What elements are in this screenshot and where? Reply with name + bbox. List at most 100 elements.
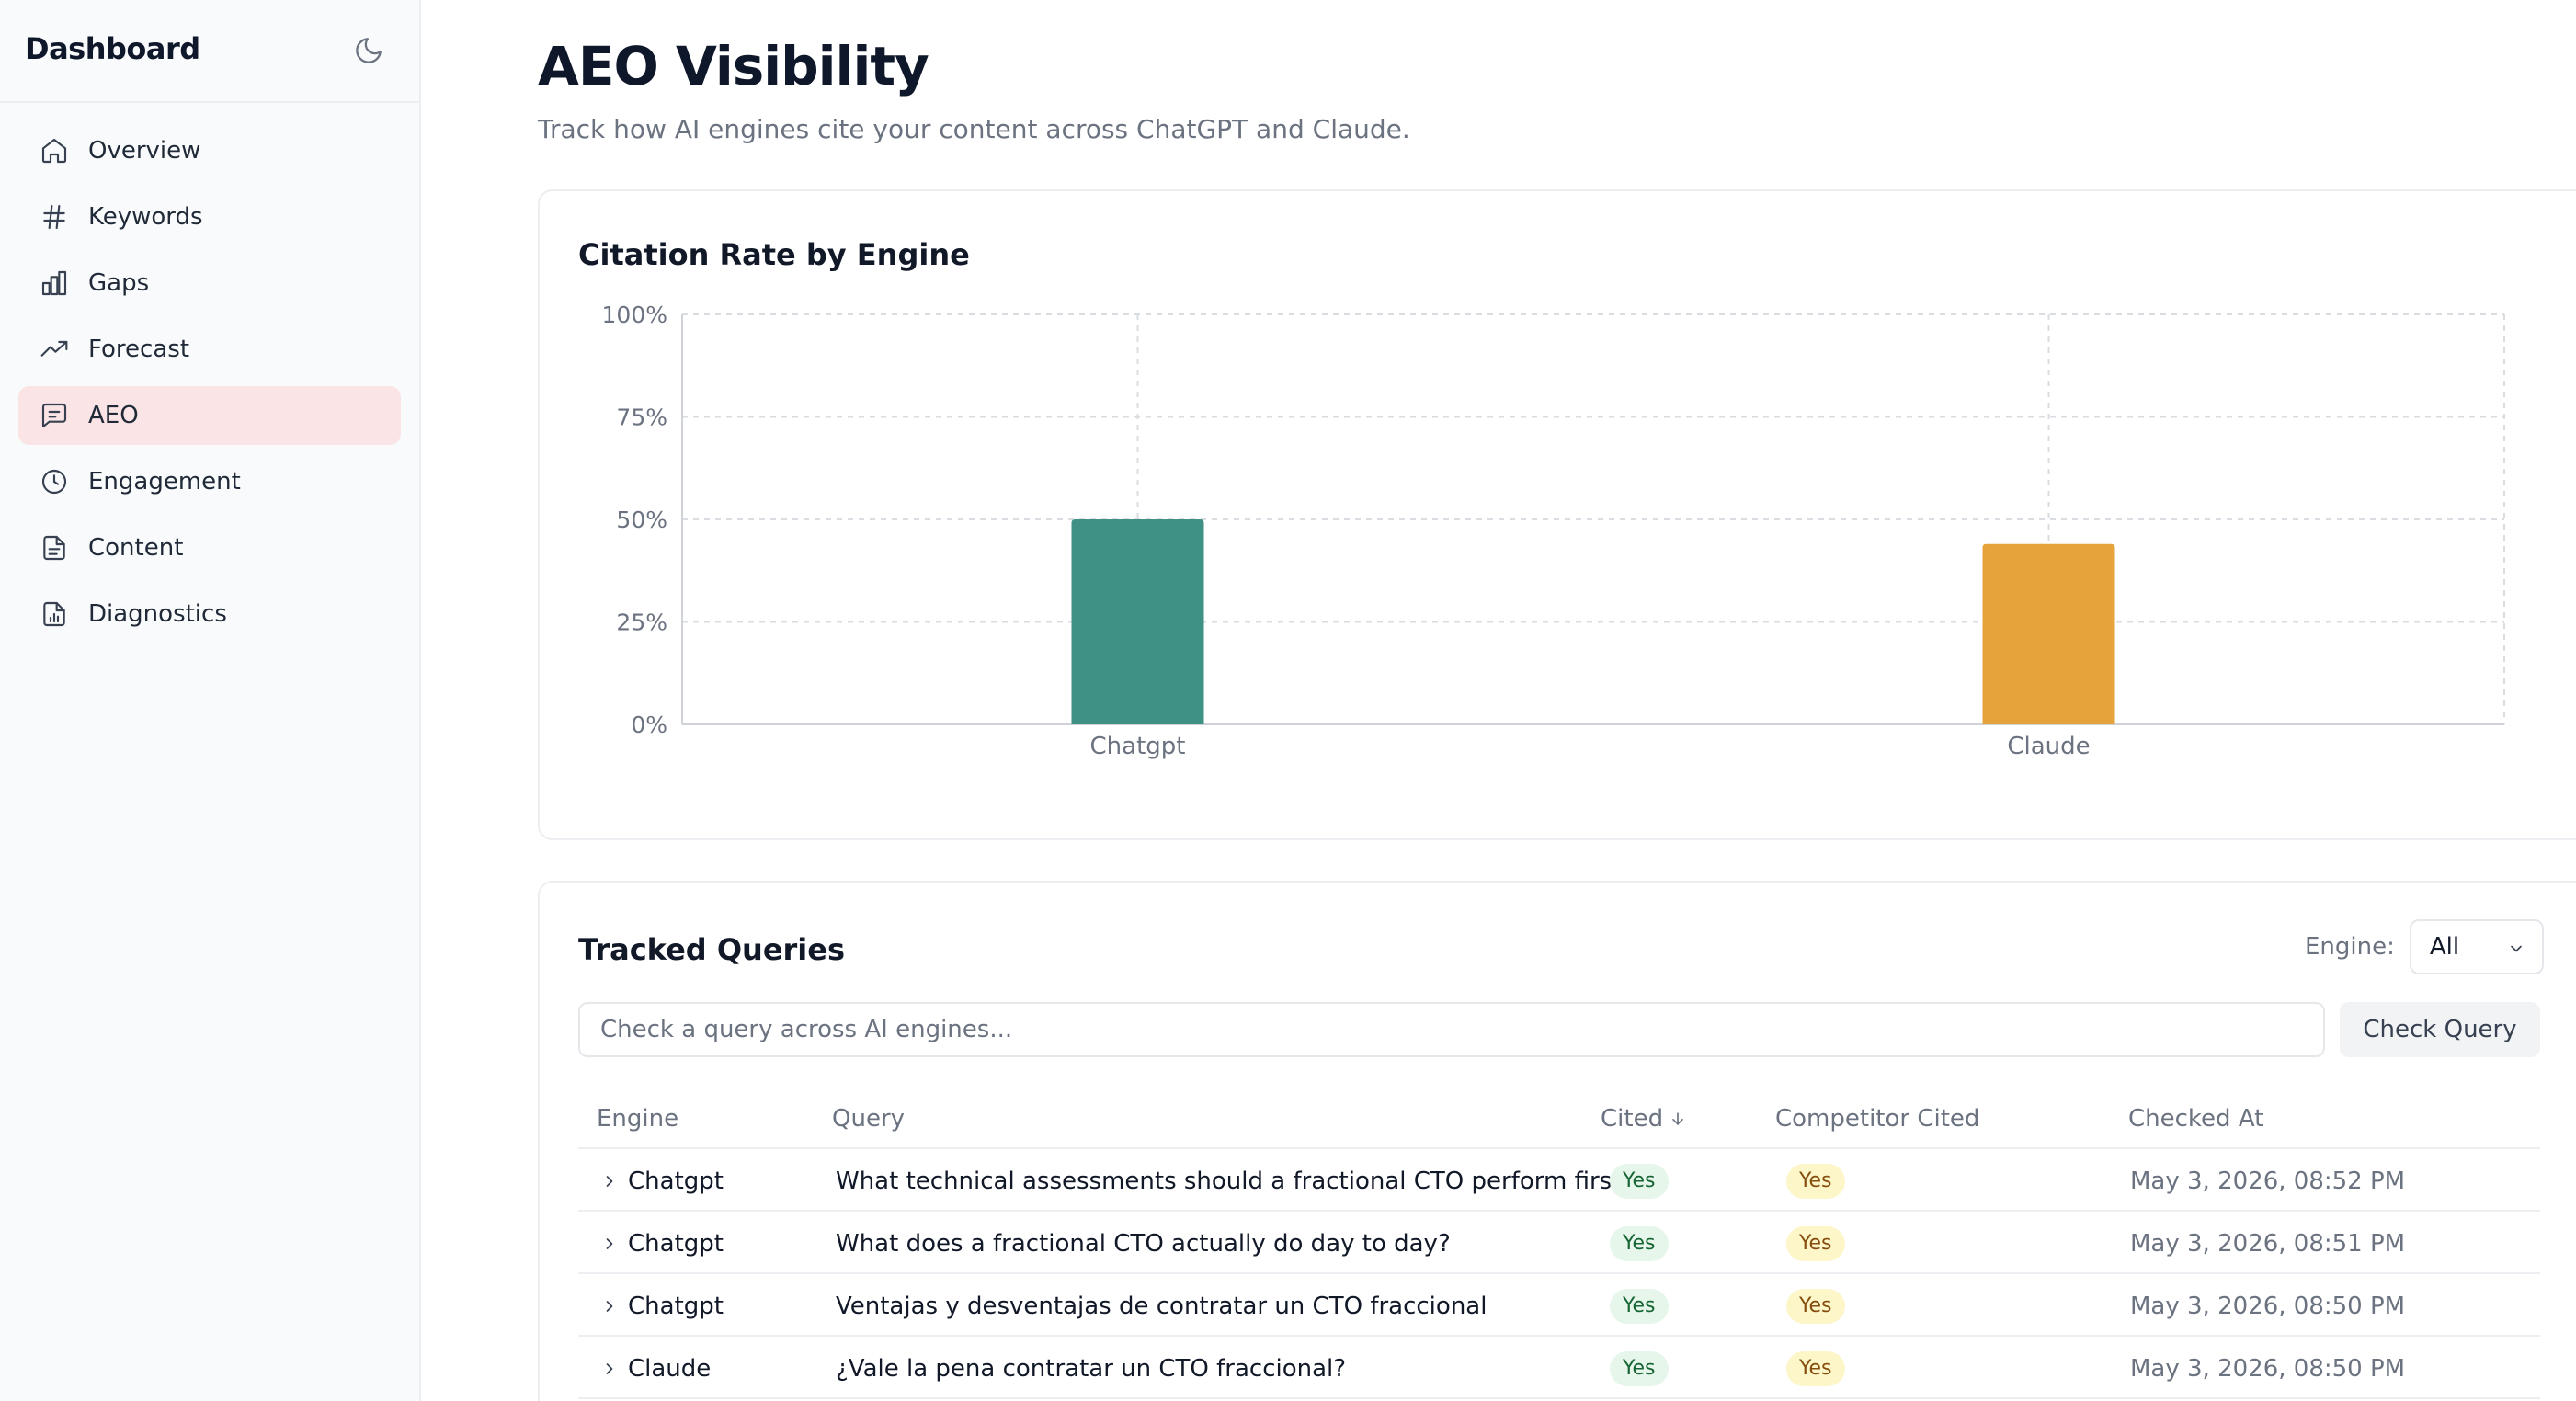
message-square-icon: [39, 400, 70, 431]
row-checked-at: May 3, 2026, 08:51 PM: [2130, 1230, 2406, 1258]
x-tick-label: Claude: [2007, 733, 2090, 760]
sidebar-item-aeo[interactable]: AEO: [18, 386, 401, 445]
y-tick-label: 25%: [616, 609, 667, 636]
sidebar-item-forecast[interactable]: Forecast: [18, 320, 401, 379]
row-checked-at: May 3, 2026, 08:50 PM: [2130, 1355, 2406, 1383]
file-chart-icon: [39, 598, 70, 630]
column-header-checked-at[interactable]: Checked At: [2128, 1105, 2264, 1133]
chevron-down-icon: [2511, 945, 2522, 952]
x-tick-label: Chatgpt: [1090, 733, 1186, 760]
chevron-right-icon[interactable]: [600, 1294, 619, 1322]
sidebar-item-keywords[interactable]: Keywords: [18, 188, 401, 246]
cited-badge-cell: Yes: [1610, 1164, 1669, 1199]
sidebar-item-label: Keywords: [88, 203, 203, 231]
check-query-button[interactable]: Check Query: [2340, 1002, 2540, 1057]
bar-claude: [1982, 543, 2115, 724]
row-query: ¿Vale la pena contratar un CTO fracciona…: [836, 1355, 1347, 1383]
sidebar-item-overview[interactable]: Overview: [18, 121, 401, 180]
app-title: Dashboard: [25, 31, 200, 66]
column-header-engine[interactable]: Engine: [597, 1105, 679, 1133]
row-query: What does a fractional CTO actually do d…: [836, 1230, 1451, 1258]
row-checked-at: May 3, 2026, 08:52 PM: [2130, 1168, 2406, 1195]
citation-rate-card: Citation Rate by Engine 0% 25% 50% 75% 100% C…: [538, 189, 2576, 840]
competitor-cited-badge: Yes: [1786, 1289, 1845, 1324]
table-header: Engine Query Cited Competitor Cited Chec…: [578, 1087, 2540, 1149]
cited-badge-cell: Yes: [1610, 1226, 1669, 1261]
table-row[interactable]: Claude ¿Vale la pena contratar un CTO fra…: [578, 1337, 2540, 1399]
column-header-cited[interactable]: Cited: [1601, 1105, 1687, 1133]
table-row[interactable]: Chatgpt What does a fractional CTO actual…: [578, 1212, 2540, 1274]
sidebar-item-label: Engagement: [88, 468, 241, 495]
competitor-badge-cell: Yes: [1786, 1226, 1845, 1261]
engine-filter: Engine: All: [2305, 919, 2544, 974]
citation-rate-chart: 0% 25% 50% 75% 100% Chatgpt Claude: [602, 302, 2505, 760]
file-text-icon: [39, 532, 70, 564]
tracked-queries-card: Tracked Queries Engine: All Check Query …: [538, 881, 2576, 1401]
hash-icon: [39, 201, 70, 233]
sidebar-item-label: Overview: [88, 137, 201, 165]
sidebar-item-label: AEO: [88, 402, 139, 429]
sidebar-item-label: Gaps: [88, 269, 150, 297]
table-row[interactable]: Chatgpt What technical assessments should…: [578, 1149, 2540, 1212]
query-search-input[interactable]: [578, 1002, 2325, 1057]
sidebar-header: Dashboard: [0, 0, 419, 103]
row-engine: Claude: [628, 1355, 712, 1383]
y-tick-label: 75%: [616, 404, 667, 431]
table-row[interactable]: Chatgpt Ventajas y desventajas de contrat…: [578, 1274, 2540, 1337]
competitor-cited-badge: Yes: [1786, 1164, 1845, 1199]
chevron-right-icon[interactable]: [600, 1357, 619, 1384]
page-title: AEO Visibility: [538, 35, 929, 97]
competitor-cited-badge: Yes: [1786, 1351, 1845, 1386]
row-query: Ventajas y desventajas de contratar un C…: [836, 1293, 1487, 1320]
queries-table: Engine Query Cited Competitor Cited Chec…: [578, 1087, 2540, 1399]
y-tick-label: 50%: [616, 507, 667, 533]
chevron-right-icon[interactable]: [600, 1169, 619, 1197]
cited-badge-cell: Yes: [1610, 1351, 1669, 1386]
cited-badge: Yes: [1610, 1289, 1669, 1324]
sidebar-item-label: Forecast: [88, 336, 190, 363]
sidebar-item-label: Content: [88, 534, 184, 562]
bar-chatgpt: [1071, 519, 1204, 724]
sidebar-nav: Overview Keywords Gaps Forecast AEO Enga…: [18, 121, 401, 651]
moon-icon: [356, 38, 382, 63]
engine-select[interactable]: All: [2409, 919, 2544, 974]
y-tick-label: 100%: [602, 302, 667, 328]
sidebar-item-engagement[interactable]: Engagement: [18, 452, 401, 511]
competitor-cited-badge: Yes: [1786, 1226, 1845, 1261]
y-tick-label: 0%: [631, 712, 667, 738]
column-header-query[interactable]: Query: [832, 1105, 906, 1133]
sidebar-item-content[interactable]: Content: [18, 518, 401, 577]
chart-title: Citation Rate by Engine: [578, 237, 970, 272]
theme-toggle-button[interactable]: [349, 31, 388, 70]
home-icon: [39, 135, 70, 166]
sidebar-item-gaps[interactable]: Gaps: [18, 254, 401, 313]
row-engine: Chatgpt: [628, 1293, 724, 1320]
sidebar: Dashboard Overview Keywords Gaps Forecas…: [0, 0, 421, 1401]
column-header-cited-label: Cited: [1601, 1105, 1664, 1133]
table-body: Chatgpt What technical assessments should…: [578, 1149, 2540, 1399]
trending-up-icon: [39, 334, 70, 365]
page-subtitle: Track how AI engines cite your content a…: [538, 114, 1410, 144]
row-engine: Chatgpt: [628, 1168, 724, 1195]
tracked-queries-title: Tracked Queries: [578, 932, 846, 967]
row-query: What technical assessments should a frac…: [836, 1168, 1635, 1195]
cited-badge: Yes: [1610, 1351, 1669, 1386]
row-engine: Chatgpt: [628, 1230, 724, 1258]
competitor-badge-cell: Yes: [1786, 1289, 1845, 1324]
cited-badge: Yes: [1610, 1164, 1669, 1199]
column-header-competitor[interactable]: Competitor Cited: [1775, 1105, 1980, 1133]
cited-badge: Yes: [1610, 1226, 1669, 1261]
main-content: AEO Visibility Track how AI engines cite…: [421, 0, 2576, 1401]
arrow-down-icon: [1672, 1112, 1683, 1125]
sidebar-item-diagnostics[interactable]: Diagnostics: [18, 585, 401, 644]
clock-icon: [39, 466, 70, 497]
engine-select-value: All: [2429, 933, 2460, 961]
competitor-badge-cell: Yes: [1786, 1164, 1845, 1199]
engine-filter-label: Engine:: [2305, 933, 2395, 961]
sidebar-item-label: Diagnostics: [88, 600, 227, 628]
chevron-right-icon[interactable]: [600, 1232, 619, 1259]
competitor-badge-cell: Yes: [1786, 1351, 1845, 1386]
row-checked-at: May 3, 2026, 08:50 PM: [2130, 1293, 2406, 1320]
bar-chart-icon: [39, 268, 70, 299]
cited-badge-cell: Yes: [1610, 1289, 1669, 1324]
